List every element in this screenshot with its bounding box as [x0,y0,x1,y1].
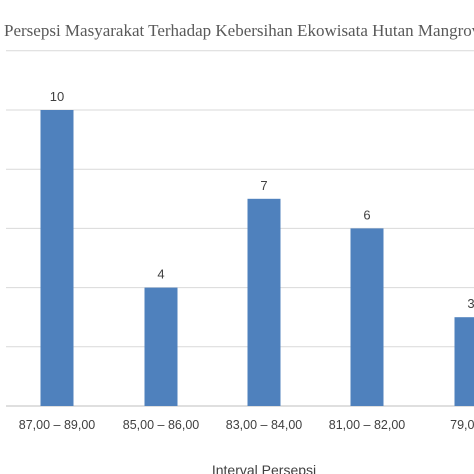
bar [144,287,178,406]
data-label: 10 [50,89,64,104]
data-label: 4 [157,267,164,282]
x-tick-label: 85,00 – 86,00 [123,418,200,432]
data-label: 3 [467,296,474,311]
bar [40,110,74,406]
x-tick-labels: 87,00 – 89,00 85,00 – 86,00 83,00 – 84,00 8… [19,418,474,432]
chart-title: Persepsi Masyarakat Terhadap Kebersihan … [4,21,474,40]
x-tick-label: 87,00 – 89,00 [19,418,96,432]
bar [247,198,281,406]
data-labels: 10 4 7 6 3 [50,89,474,311]
bars [40,110,474,406]
x-tick-label: 79,00 – [450,418,474,432]
x-axis-title: Interval Persepsi [212,462,316,474]
data-label: 6 [363,207,370,222]
data-label: 7 [260,178,267,193]
x-tick-label: 81,00 – 82,00 [329,418,406,432]
gridlines [6,50,474,407]
bar [350,228,384,406]
x-tick-label: 83,00 – 84,00 [226,418,303,432]
bar [454,317,474,406]
